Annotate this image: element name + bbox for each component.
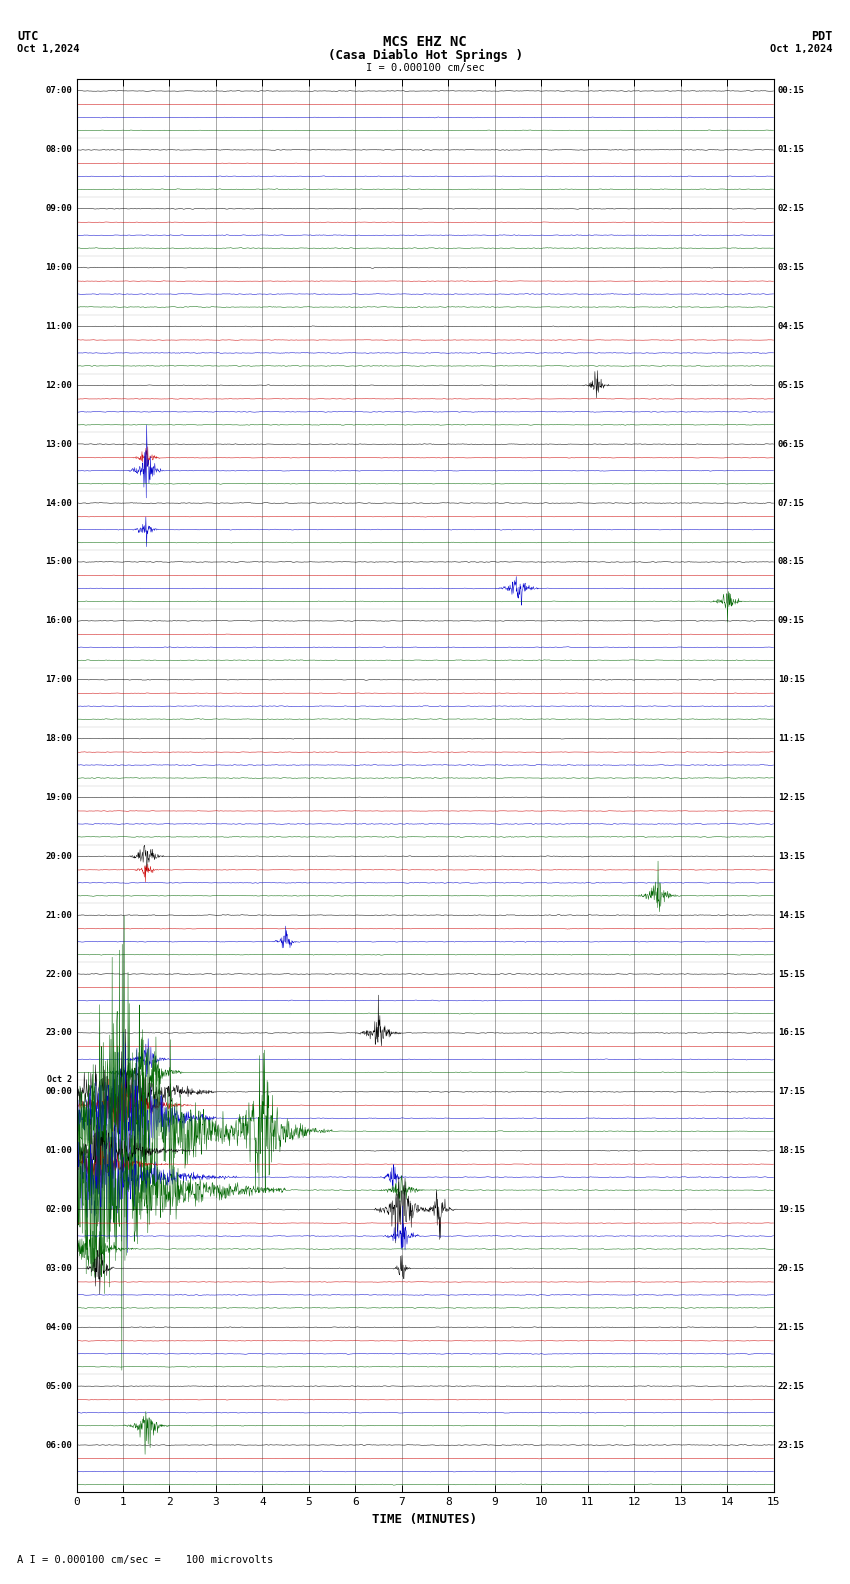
Text: Oct 2: Oct 2 xyxy=(48,1076,72,1083)
Text: PDT: PDT xyxy=(812,30,833,43)
Text: 17:15: 17:15 xyxy=(778,1087,805,1096)
Text: 11:15: 11:15 xyxy=(778,733,805,743)
Text: UTC: UTC xyxy=(17,30,38,43)
Text: 07:15: 07:15 xyxy=(778,499,805,507)
Text: 12:00: 12:00 xyxy=(45,380,72,390)
Text: 23:15: 23:15 xyxy=(778,1440,805,1449)
Text: 10:15: 10:15 xyxy=(778,675,805,684)
Text: 11:00: 11:00 xyxy=(45,322,72,331)
Text: 05:00: 05:00 xyxy=(45,1381,72,1391)
Text: 13:15: 13:15 xyxy=(778,852,805,860)
Text: 22:00: 22:00 xyxy=(45,969,72,979)
Text: 03:15: 03:15 xyxy=(778,263,805,272)
Text: I = 0.000100 cm/sec: I = 0.000100 cm/sec xyxy=(366,63,484,73)
Text: 02:00: 02:00 xyxy=(45,1205,72,1213)
Text: 14:00: 14:00 xyxy=(45,499,72,507)
Text: 20:00: 20:00 xyxy=(45,852,72,860)
Text: 16:00: 16:00 xyxy=(45,616,72,626)
Text: 05:15: 05:15 xyxy=(778,380,805,390)
Text: 15:00: 15:00 xyxy=(45,558,72,567)
Text: 10:00: 10:00 xyxy=(45,263,72,272)
Text: 22:15: 22:15 xyxy=(778,1381,805,1391)
Text: 14:15: 14:15 xyxy=(778,911,805,920)
Text: 04:15: 04:15 xyxy=(778,322,805,331)
Text: 18:00: 18:00 xyxy=(45,733,72,743)
Text: 13:00: 13:00 xyxy=(45,440,72,448)
Text: 16:15: 16:15 xyxy=(778,1028,805,1038)
Text: 19:15: 19:15 xyxy=(778,1205,805,1213)
Text: MCS EHZ NC: MCS EHZ NC xyxy=(383,35,467,49)
Text: 02:15: 02:15 xyxy=(778,204,805,214)
Text: 09:00: 09:00 xyxy=(45,204,72,214)
Text: Oct 1,2024: Oct 1,2024 xyxy=(770,44,833,54)
Text: 18:15: 18:15 xyxy=(778,1147,805,1155)
Text: 06:15: 06:15 xyxy=(778,440,805,448)
Text: (Casa Diablo Hot Springs ): (Casa Diablo Hot Springs ) xyxy=(327,49,523,62)
Text: 19:00: 19:00 xyxy=(45,794,72,802)
Text: 00:00: 00:00 xyxy=(45,1087,72,1096)
Text: 04:00: 04:00 xyxy=(45,1323,72,1332)
Text: 01:00: 01:00 xyxy=(45,1147,72,1155)
Text: 15:15: 15:15 xyxy=(778,969,805,979)
Text: 08:15: 08:15 xyxy=(778,558,805,567)
Text: A I = 0.000100 cm/sec =    100 microvolts: A I = 0.000100 cm/sec = 100 microvolts xyxy=(17,1555,273,1565)
X-axis label: TIME (MINUTES): TIME (MINUTES) xyxy=(372,1513,478,1525)
Text: 00:15: 00:15 xyxy=(778,87,805,95)
Text: 06:00: 06:00 xyxy=(45,1440,72,1449)
Text: 12:15: 12:15 xyxy=(778,794,805,802)
Text: 21:15: 21:15 xyxy=(778,1323,805,1332)
Text: 09:15: 09:15 xyxy=(778,616,805,626)
Text: 23:00: 23:00 xyxy=(45,1028,72,1038)
Text: 08:00: 08:00 xyxy=(45,146,72,154)
Text: 20:15: 20:15 xyxy=(778,1264,805,1274)
Text: Oct 1,2024: Oct 1,2024 xyxy=(17,44,80,54)
Text: 21:00: 21:00 xyxy=(45,911,72,920)
Text: 17:00: 17:00 xyxy=(45,675,72,684)
Text: 07:00: 07:00 xyxy=(45,87,72,95)
Text: 03:00: 03:00 xyxy=(45,1264,72,1274)
Text: 01:15: 01:15 xyxy=(778,146,805,154)
